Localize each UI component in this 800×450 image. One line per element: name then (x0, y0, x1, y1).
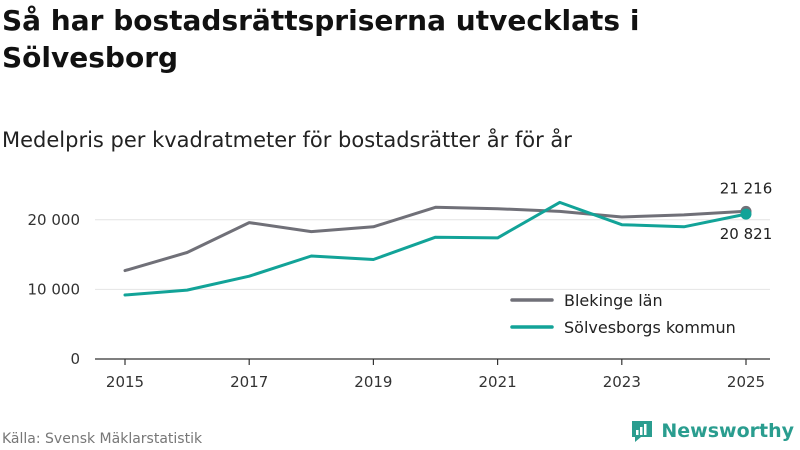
x-tick-label: 2025 (727, 373, 765, 391)
x-tick-label: 2023 (603, 373, 641, 391)
source-note: Källa: Svensk Mäklarstatistik (2, 431, 203, 447)
series-line-blekinge (123, 205, 748, 273)
y-tick-label: 10 000 (28, 280, 81, 298)
legend-label-blekinge: Blekinge län (564, 291, 663, 310)
newsworthy-logo-icon (632, 421, 653, 442)
grid-layer (95, 219, 770, 290)
end-value-label-blekinge: 21 216 (720, 179, 773, 197)
end-point-solvesborg (740, 208, 752, 220)
legend-label-solvesborg: Sölvesborgs kommun (564, 318, 736, 337)
x-tick-label: 2017 (230, 373, 268, 391)
chart-subtitle: Medelpris per kvadratmeter för bostadsrä… (2, 128, 572, 152)
axis-layer: 0 10 000 20 000 2015 2017 2019 2021 2023 2025 (28, 211, 770, 391)
series-layer (123, 200, 752, 297)
y-tick-label: 20 000 (28, 211, 81, 229)
end-labels: 21 216 20 821 (720, 179, 773, 243)
end-value-label-solvesborg: 20 821 (720, 225, 773, 243)
chart-title: Så har bostadsrättspriserna utvecklats i… (2, 4, 640, 74)
legend: Blekinge län Sölvesborgs kommun (510, 291, 736, 337)
series-line-solvesborg (123, 200, 748, 297)
brand-name: Newsworthy (661, 420, 794, 442)
x-tick-label: 2021 (479, 373, 517, 391)
x-tick-label: 2015 (106, 373, 144, 391)
y-tick-label: 0 (70, 350, 80, 368)
brand-logo: Newsworthy (629, 418, 794, 444)
x-tick-label: 2019 (354, 373, 392, 391)
